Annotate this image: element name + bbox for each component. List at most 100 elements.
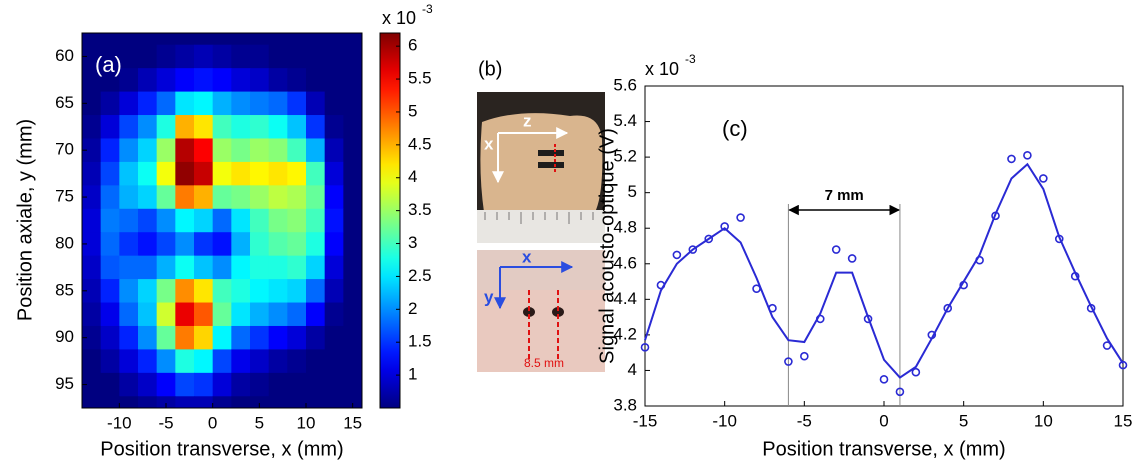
heatmap-cell: [343, 372, 362, 397]
heatmap-cell: [212, 349, 232, 374]
heatmap-cell: [175, 44, 195, 69]
colorbar-tick-label: 2: [408, 299, 417, 318]
heatmap-cell: [100, 138, 120, 163]
heatmap-cell: [194, 44, 214, 69]
heatmap-cell: [306, 279, 326, 304]
heatmap-cell: [324, 44, 344, 69]
heatmap-cell: [287, 325, 307, 350]
heatmap-cell: [250, 325, 270, 350]
colorbar-tick-label: 3.5: [408, 200, 432, 219]
heatmap-cell: [119, 279, 139, 304]
heatmap-cell: [231, 68, 251, 93]
heatmap-cell: [343, 208, 362, 233]
panel-label: (c): [722, 116, 748, 141]
heatmap-cell: [175, 279, 195, 304]
heatmap-cell: [343, 396, 362, 408]
heatmap-cell: [119, 325, 139, 350]
x-tick-label: 10: [1034, 411, 1053, 430]
heatmap-cell: [156, 138, 176, 163]
heatmap-cell: [324, 396, 344, 408]
heatmap-cell: [212, 115, 232, 139]
heatmap-cell: [82, 325, 102, 350]
ruler: [477, 250, 605, 290]
heatmap-cell: [324, 349, 344, 374]
heatmap-cell: [100, 279, 120, 304]
heatmap-cell: [82, 279, 102, 304]
heatmap-cell: [119, 255, 139, 280]
heatmap-cell: [324, 232, 344, 257]
heatmap-cell: [212, 255, 232, 280]
data-point: [784, 357, 793, 366]
y-tick-label: 4: [628, 360, 637, 379]
heatmap-cell: [287, 396, 307, 408]
heatmap-cell: [231, 91, 251, 116]
y-tick-label: 5.4: [613, 111, 637, 130]
heatmap-cell: [306, 349, 326, 374]
y-tick-label: 5: [628, 182, 637, 201]
data-point: [911, 367, 921, 377]
x-tick-label: 5: [959, 411, 968, 430]
heatmap-cell: [287, 115, 307, 139]
heatmap-cell: [324, 279, 344, 304]
heatmap-cells: [82, 44, 362, 408]
y-tick-label: 4.4: [613, 289, 637, 308]
ruler-ticks: [484, 212, 594, 224]
heatmap-cell: [287, 138, 307, 163]
heatmap-cell: [175, 208, 195, 233]
heatmap-cell: [138, 138, 158, 163]
heatmap-cell: [343, 161, 362, 186]
heatmap-cell: [82, 255, 102, 280]
heatmap-cell: [194, 302, 214, 327]
panel-b: (b) z x x y 8.5 mm: [477, 58, 605, 372]
heatmap-cell: [287, 255, 307, 280]
heatmap-cell: [306, 302, 326, 327]
heatmap-cell: [250, 349, 270, 374]
heatmap-cell: [175, 161, 195, 186]
heatmap-cell: [231, 138, 251, 163]
heatmap-cell: [250, 91, 270, 116]
colorbar-tick-label: 5.5: [408, 69, 432, 88]
heatmap-cell: [82, 349, 102, 374]
data-point: [1007, 154, 1016, 164]
heatmap-cell: [82, 372, 102, 397]
heatmap-cell: [156, 68, 176, 93]
heatmap-cell: [343, 185, 362, 210]
heatmap-cell: [250, 279, 270, 304]
heatmap-cell: [343, 349, 362, 374]
heatmap-cell: [100, 372, 120, 397]
y-tick-label: 5.2: [613, 147, 637, 166]
x-tick-label: 15: [343, 413, 362, 432]
data-point: [815, 314, 825, 324]
heatmap-cell: [268, 91, 288, 116]
heatmap-cell: [82, 44, 102, 69]
heatmap-cell: [175, 302, 195, 327]
heatmap-cell: [268, 161, 288, 186]
heatmap-cell: [306, 208, 326, 233]
heatmap-cell: [175, 349, 195, 374]
y-tick-label: 4.2: [613, 324, 637, 343]
heatmap-cell: [324, 302, 344, 327]
heatmap-cell: [287, 208, 307, 233]
axis-label: y: [484, 287, 494, 306]
x-tick-label: -10: [107, 413, 132, 432]
heatmap-cell: [268, 279, 288, 304]
heatmap-cell: [231, 232, 251, 257]
heatmap-cell: [212, 91, 232, 116]
heatmap-cell: [119, 91, 139, 116]
heatmap-cell: [212, 279, 232, 304]
x-tick-label: 10: [297, 413, 316, 432]
heatmap-cell: [306, 161, 326, 186]
heatmap-cell: [156, 325, 176, 350]
data-point: [736, 213, 745, 222]
heatmap-cell: [231, 396, 251, 408]
heatmap-cell: [250, 372, 270, 397]
data-point: [927, 330, 937, 340]
heatmap-cell: [287, 91, 307, 116]
heatmap-cell: [268, 232, 288, 257]
heatmap-cell: [82, 161, 102, 186]
heatmap-cell: [100, 185, 120, 210]
heatmap-cell: [343, 279, 362, 304]
inclusion: [538, 162, 564, 168]
y-tick-label: 85: [55, 280, 74, 299]
heatmap-cell: [119, 161, 139, 186]
